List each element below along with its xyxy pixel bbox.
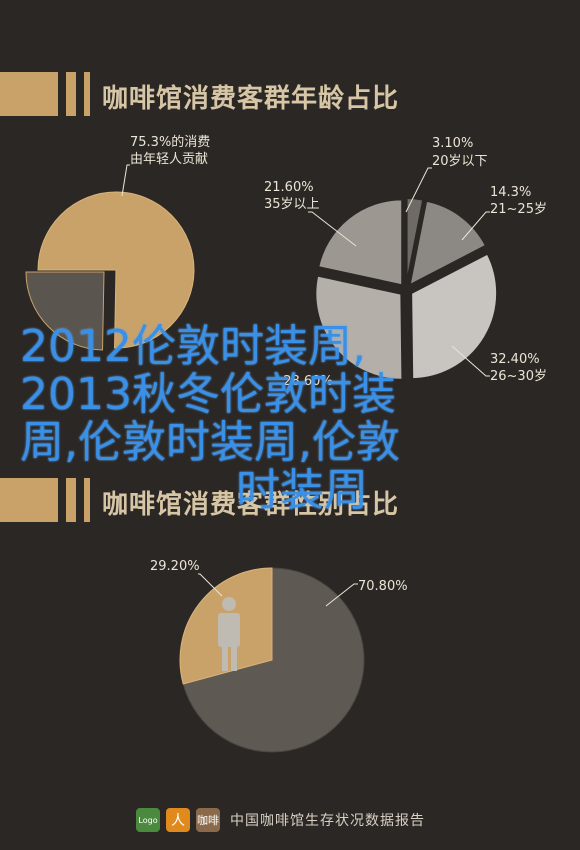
data-label: 32.40% bbox=[490, 352, 540, 367]
section-header-gender: 咖啡馆消费客群性别占比 bbox=[0, 478, 580, 522]
pie-slice bbox=[314, 274, 404, 381]
logo-c: 咖啡 bbox=[196, 808, 220, 832]
leader-line bbox=[308, 211, 357, 247]
overlay-line: 时装周 bbox=[236, 465, 368, 516]
pie-slice bbox=[410, 252, 499, 381]
header-accent-bar bbox=[66, 478, 76, 522]
overlay-line: 2013秋冬伦敦时装 bbox=[20, 369, 396, 420]
data-label: 26~30岁 bbox=[490, 369, 547, 384]
footer: Logo 人 咖啡 中国咖啡馆生存状况数据报告 bbox=[136, 806, 425, 834]
section-header-age: 咖啡馆消费客群年龄占比 bbox=[0, 72, 580, 116]
data-label: 3.10% bbox=[432, 136, 473, 151]
header-accent-bar bbox=[66, 72, 76, 116]
data-label: 28.60% bbox=[283, 374, 333, 389]
pie-slice bbox=[182, 567, 365, 753]
pie-slice bbox=[37, 191, 195, 349]
leader-line bbox=[325, 583, 358, 607]
data-label: 75.3%的消费 bbox=[130, 134, 210, 150]
pie-slice bbox=[405, 197, 425, 285]
logo-a: Logo bbox=[136, 808, 160, 832]
data-label: 14.3% bbox=[490, 185, 531, 200]
section-title-age: 咖啡馆消费客群年龄占比 bbox=[102, 84, 400, 114]
pie-chart-gender: 70.80% 29.20% bbox=[150, 559, 408, 753]
data-label: 21~25岁 bbox=[490, 202, 547, 217]
logo-b: 人 bbox=[166, 808, 190, 832]
footer-text: 中国咖啡馆生存状况数据报告 bbox=[230, 813, 425, 829]
person-icon bbox=[218, 597, 240, 671]
pie-chart-age: 3.10% 20岁以下 14.3% 21~25岁 32.40% 26~30岁 28.60% 2… bbox=[264, 136, 547, 389]
data-label: 29.20% bbox=[150, 559, 200, 574]
data-label: 由年轻人贡献 bbox=[130, 152, 208, 167]
pie-slice bbox=[25, 271, 105, 351]
overlay-line: 2012伦敦时装周, bbox=[20, 321, 366, 372]
data-label: 21.60% bbox=[264, 180, 314, 195]
header-accent-bar bbox=[84, 478, 90, 522]
data-label: 20岁以下 bbox=[432, 154, 488, 169]
data-label: 70.80% bbox=[358, 579, 408, 594]
section-title-gender: 咖啡馆消费客群性别占比 bbox=[102, 490, 400, 520]
leader-line bbox=[121, 164, 130, 197]
overlay-line: 周,伦敦时装周,伦敦 bbox=[20, 417, 400, 468]
pie-slice bbox=[316, 198, 404, 287]
header-accent-bar bbox=[0, 72, 58, 116]
leader-line bbox=[405, 167, 432, 213]
header-accent-bar bbox=[84, 72, 90, 116]
header-accent-bar bbox=[0, 478, 58, 522]
leader-line bbox=[461, 211, 490, 241]
leader-line bbox=[198, 573, 223, 597]
leader-line bbox=[451, 345, 490, 377]
pie-slice bbox=[408, 199, 488, 288]
data-label: 35岁以上 bbox=[264, 197, 320, 212]
